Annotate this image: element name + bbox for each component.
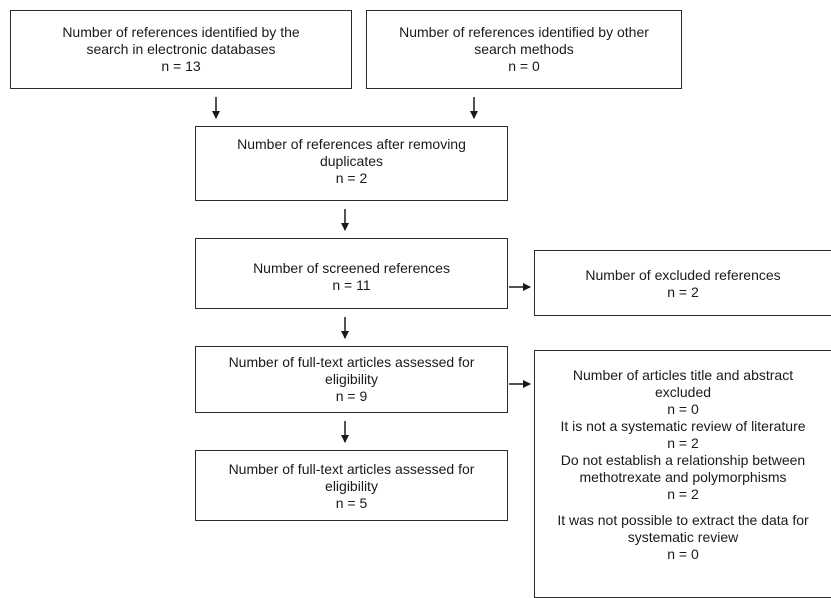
box-line: Number of excluded references [585,267,781,283]
box-line: Number of references after removing [237,136,466,152]
exclusion-reason: methotrexate and polymorphisms [579,469,787,485]
box-count: n = 2 [667,435,699,451]
box-line: Number of references identified by the [62,24,300,40]
exclusion-reason: It is not a systematic review of literat… [560,418,806,434]
box-search-databases: Number of references identified by the s… [10,10,352,89]
box-count: n = 5 [335,495,368,511]
box-other-methods: Number of references identified by other… [366,10,682,89]
box-count: n = 2 [667,486,699,502]
box-line: Number of full-text articles assessed fo… [228,461,475,477]
box-count: n = 0 [667,401,699,417]
box-line: duplicates [319,153,384,169]
box-fulltext-included: Number of full-text articles assessed fo… [195,450,508,521]
box-excluded: Number of excluded references n = 2 [534,250,831,316]
box-screened: Number of screened references n = 11 [195,238,508,309]
exclusion-reason: Do not establish a relationship between [560,452,806,468]
box-count: n = 0 [508,58,540,74]
box-count: n = 0 [667,546,699,562]
box-line: search methods [474,41,574,57]
exclusion-reason: systematic review [627,529,739,545]
box-line: eligibility [325,478,378,494]
box-line: excluded [654,384,712,400]
exclusion-reason: It was not possible to extract the data … [557,512,809,528]
box-line: Number of full-text articles assessed fo… [228,354,475,370]
box-line: search in electronic databases [86,41,276,57]
box-count: n = 2 [667,284,699,300]
spacer [535,503,831,512]
box-fulltext-assessed: Number of full-text articles assessed fo… [195,346,508,413]
box-line: eligibility [325,371,378,387]
box-after-duplicates: Number of references after removing dupl… [195,126,508,201]
box-count: n = 11 [332,277,371,293]
box-line: Number of screened references [253,260,450,276]
box-count: n = 13 [161,58,201,74]
box-title-abstract-excluded: Number of articles title and abstract ex… [534,350,831,598]
box-count: n = 9 [335,388,368,404]
box-count: n = 2 [335,170,368,186]
box-line: Number of references identified by other [399,24,649,40]
box-line: Number of articles title and abstract [572,367,794,383]
